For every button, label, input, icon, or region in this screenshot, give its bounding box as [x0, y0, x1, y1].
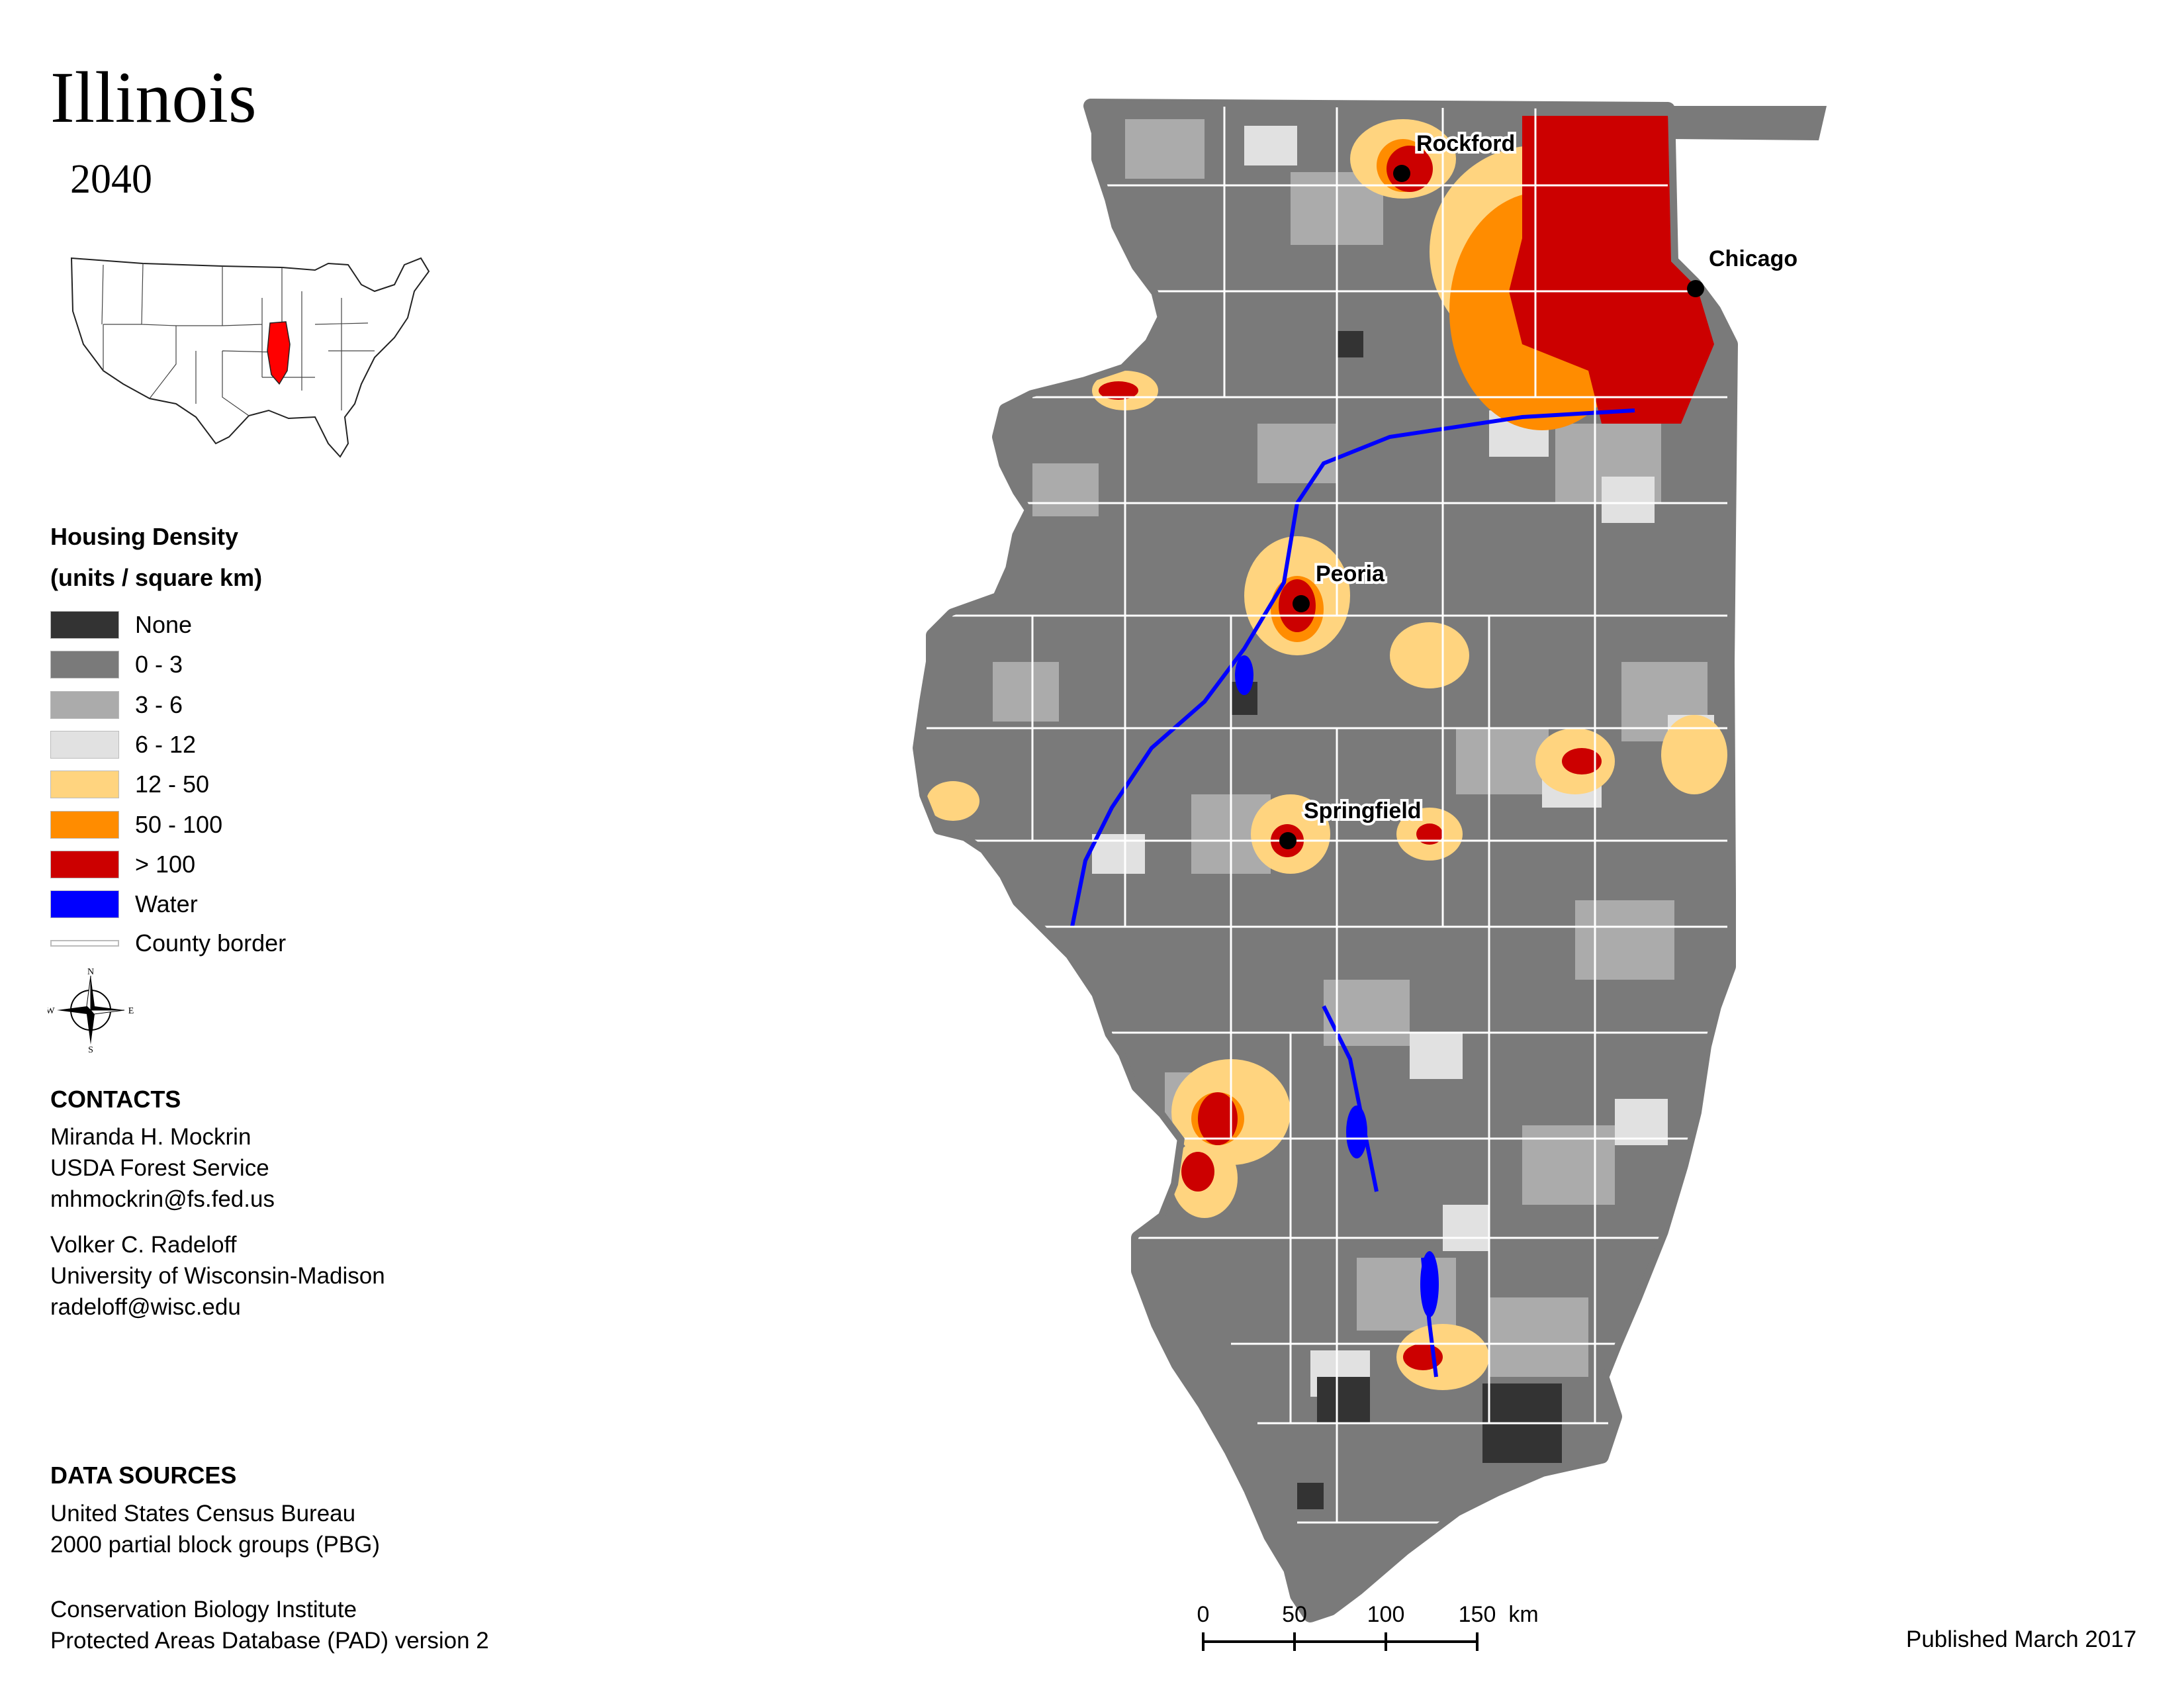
scale-tick-label: 100 [1367, 1602, 1405, 1627]
legend-label: > 100 [135, 851, 196, 878]
compass-rose-icon: N S W E [48, 967, 134, 1053]
data-source-block: Conservation Biology Institute Protected… [50, 1594, 489, 1656]
data-source-line: United States Census Bureau [50, 1501, 356, 1526]
contact-name: Miranda H. Mockrin [50, 1124, 251, 1150]
legend-label: 50 - 100 [135, 811, 223, 838]
city-marker-chicago [1687, 280, 1704, 297]
scale-tick-label: 0 [1197, 1602, 1210, 1627]
legend-swatch [50, 890, 119, 918]
data-source-line: 2000 partial block groups (PBG) [50, 1532, 381, 1558]
contact-block: Miranda H. Mockrin USDA Forest Service m… [50, 1121, 275, 1215]
legend-swatch [50, 691, 119, 719]
scale-unit: km [1508, 1602, 1538, 1627]
density-over-100-patches [1099, 116, 1714, 1370]
compass-w: W [48, 1006, 55, 1016]
contact-name: Volker C. Radeloff [50, 1232, 237, 1258]
legend-label: Water [135, 890, 198, 917]
city-label-springfield: Springfield [1304, 798, 1422, 823]
legend-swatch [50, 731, 119, 759]
scale-tick-label: 50 [1282, 1602, 1307, 1627]
contact-org: University of Wisconsin-Madison [50, 1263, 385, 1289]
water-bodies [1235, 655, 1439, 1317]
scale-bar: 0 50 100 150 km [1197, 1602, 1539, 1651]
legend-label: 0 - 3 [135, 651, 183, 678]
legend-item: 12 - 50 [50, 769, 209, 800]
legend-item: 0 - 3 [50, 649, 183, 680]
contact-org: USDA Forest Service [50, 1155, 269, 1181]
published-date: Published March 2017 [1906, 1626, 2137, 1652]
legend-item: Water [50, 888, 198, 920]
data-source-block: United States Census Bureau 2000 partial… [50, 1498, 380, 1560]
legend-swatch [50, 651, 119, 679]
scale-tick-label: 150 [1459, 1602, 1496, 1627]
city-marker-rockford [1393, 165, 1410, 182]
illinois-highlight [267, 321, 291, 385]
city-marker-springfield [1279, 832, 1297, 849]
legend-subtitle: (units / square km) [50, 564, 263, 591]
map-title: Illinois [50, 57, 257, 138]
legend-label: 6 - 12 [135, 731, 197, 758]
contact-email: radeloff@wisc.edu [50, 1294, 241, 1320]
city-label-chicago: Chicago [1709, 246, 1797, 271]
compass-s: S [88, 1045, 93, 1053]
legend-label: 12 - 50 [135, 771, 210, 798]
legend-item: 6 - 12 [50, 729, 196, 761]
city-label-rockford: Rockford [1416, 131, 1515, 156]
legend-swatch [50, 811, 119, 839]
scale-bar-line [1202, 1632, 1479, 1651]
compass-n: N [87, 967, 94, 977]
legend-swatch [50, 851, 119, 878]
legend-item: 50 - 100 [50, 809, 222, 841]
data-sources-heading: DATA SOURCES [50, 1462, 237, 1489]
legend-label: County border [135, 929, 287, 957]
density-layer [920, 106, 1731, 1615]
legend-item: County border [50, 927, 286, 959]
contact-block: Volker C. Radeloff University of Wiscons… [50, 1229, 385, 1323]
legend-item: 3 - 6 [50, 689, 183, 721]
city-label-peoria: Peoria [1316, 561, 1385, 586]
city-marker-peoria [1293, 595, 1310, 612]
contacts-heading: CONTACTS [50, 1086, 181, 1113]
data-source-line: Conservation Biology Institute [50, 1597, 357, 1622]
data-source-line: Protected Areas Database (PAD) version 2 [50, 1628, 489, 1654]
legend-item: None [50, 609, 192, 641]
lake-strip [1668, 106, 1827, 140]
us-locator-map [70, 257, 430, 458]
city-labels: Rockford Chicago Peoria Springfield [1301, 128, 1800, 826]
us-outline [70, 257, 430, 458]
legend-label: None [135, 611, 193, 638]
legend-swatch [50, 771, 119, 798]
compass-e: E [128, 1006, 134, 1016]
county-borders [927, 106, 1727, 1524]
legend-swatch [50, 611, 119, 639]
legend-item: > 100 [50, 849, 195, 880]
legend-label: 3 - 6 [135, 691, 183, 718]
legend-county-border-swatch [50, 940, 119, 947]
us-state-lines [101, 263, 375, 416]
contact-email: mhmockrin@fs.fed.us [50, 1186, 275, 1212]
map-subtitle: 2040 [70, 157, 152, 202]
legend-title: Housing Density [50, 523, 239, 550]
